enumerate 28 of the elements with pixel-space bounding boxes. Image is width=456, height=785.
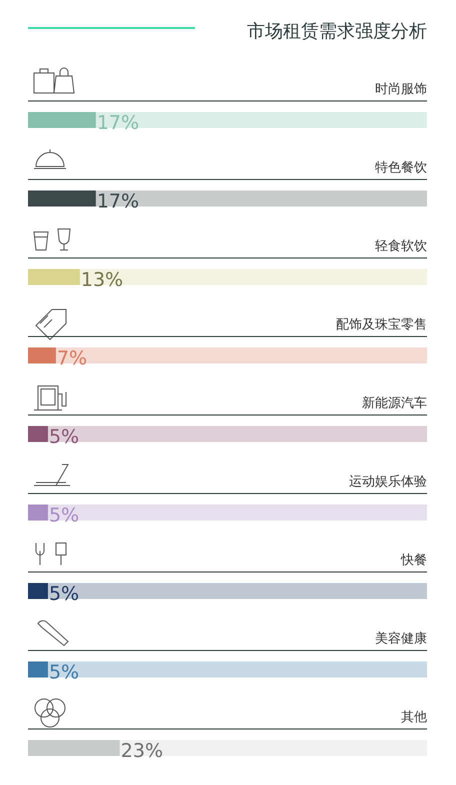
data-label: 23% xyxy=(120,740,164,762)
y-tick-label: 运动娱乐体验 xyxy=(349,474,427,490)
y-tick-label: 新能源汽车 xyxy=(362,396,427,411)
data-label: 5% xyxy=(48,504,80,526)
bar xyxy=(28,583,48,599)
y-tick-label: 配饰及珠宝零售 xyxy=(336,316,427,332)
data-label: 17% xyxy=(96,190,140,212)
data-label: 5% xyxy=(48,662,80,684)
y-tick-label: 时尚服饰 xyxy=(375,82,427,97)
data-label: 13% xyxy=(80,269,124,291)
data-label: 7% xyxy=(56,348,88,370)
data-label: 5% xyxy=(48,583,80,605)
bar xyxy=(28,740,120,756)
y-tick-label: 快餐 xyxy=(400,553,427,568)
data-label: 17% xyxy=(96,112,140,134)
bar xyxy=(28,504,48,520)
y-tick-label: 特色餐饮 xyxy=(375,160,427,176)
bar xyxy=(28,190,96,206)
bar xyxy=(28,426,48,442)
bar xyxy=(28,348,56,364)
bar xyxy=(28,269,80,285)
y-tick-label: 其他 xyxy=(401,710,427,725)
chart-title: 市场租赁需求强度分析 xyxy=(247,21,427,42)
y-tick-label: 美容健康 xyxy=(375,630,427,646)
y-tick-label: 轻食软饮 xyxy=(375,239,427,254)
bar xyxy=(28,662,48,678)
bar xyxy=(28,112,96,128)
data-label: 5% xyxy=(48,426,80,448)
